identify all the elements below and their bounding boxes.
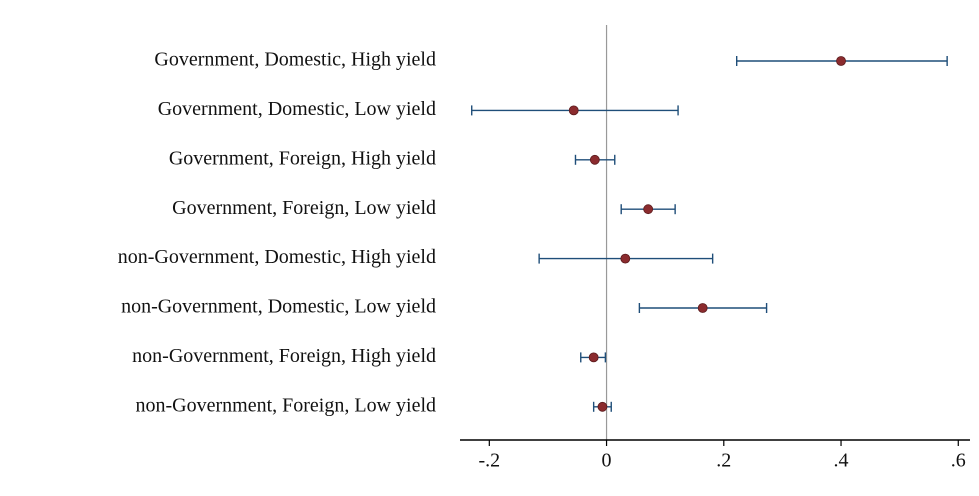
point bbox=[643, 204, 654, 215]
point bbox=[697, 303, 708, 313]
x-tick-label: .6 bbox=[951, 450, 966, 472]
point bbox=[568, 105, 579, 116]
y-tick-label: Government, Foreign, High yield bbox=[169, 147, 436, 169]
y-tick-label: Government, Domestic, Low yield bbox=[158, 98, 436, 120]
y-tick-label: non-Government, Foreign, High yield bbox=[132, 345, 436, 367]
x-tick-label: .4 bbox=[834, 450, 849, 472]
x-tick-label: .2 bbox=[716, 450, 731, 472]
y-tick-label: non-Government, Foreign, Low yield bbox=[136, 394, 437, 416]
x-tick-label: -.2 bbox=[478, 450, 500, 472]
y-tick-label: non-Government, Domestic, High yield bbox=[118, 246, 436, 268]
point bbox=[836, 56, 846, 66]
point bbox=[588, 352, 599, 363]
point bbox=[589, 154, 600, 165]
point bbox=[620, 253, 631, 264]
y-tick-label: Government, Foreign, Low yield bbox=[172, 197, 436, 219]
y-tick-label: non-Government, Domestic, Low yield bbox=[121, 296, 436, 318]
point bbox=[597, 401, 608, 412]
y-tick-label: Government, Domestic, High yield bbox=[154, 49, 436, 71]
x-tick-label: 0 bbox=[602, 450, 612, 472]
